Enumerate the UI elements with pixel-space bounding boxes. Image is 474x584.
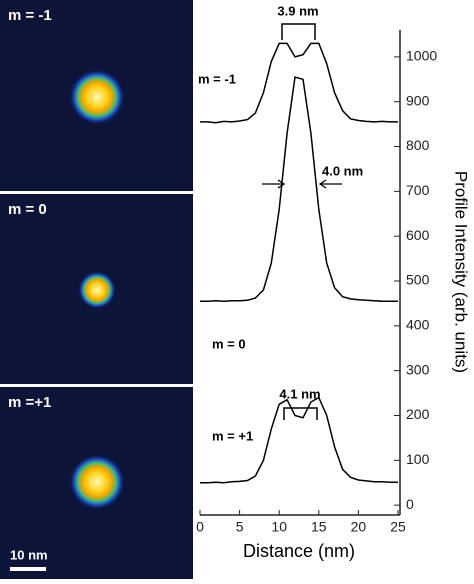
y-tick-label: 200	[406, 406, 430, 422]
annotation: 3.9 nm	[277, 3, 318, 18]
y-tick-label: 100	[406, 451, 430, 467]
x-tick-label: 25	[390, 519, 406, 535]
y-tick-label: 600	[406, 227, 430, 243]
y-tick-label: 1000	[406, 48, 437, 64]
x-tick-label: 10	[271, 519, 287, 535]
bracket	[281, 23, 316, 40]
x-tick-label: 15	[311, 519, 327, 535]
y-tick-label: 900	[406, 92, 430, 108]
x-axis-title: Distance (nm)	[243, 541, 355, 561]
y-tick-label: 0	[406, 496, 414, 512]
series-label: m = -1	[198, 71, 236, 86]
series-label: m = 0	[212, 336, 246, 351]
y-tick-label: 400	[406, 317, 430, 333]
x-tick-label: 20	[351, 519, 367, 535]
spot	[69, 69, 125, 125]
annotation: 4.1 nm	[279, 386, 320, 401]
panel-label: m = -1	[8, 7, 52, 24]
y-tick-label: 300	[406, 361, 430, 377]
line	[200, 76, 398, 302]
x-tick-label: 0	[196, 519, 204, 535]
y-tick-label: 800	[406, 137, 430, 153]
scale-bar-label: 10 nm	[10, 547, 48, 562]
spot	[78, 271, 116, 309]
y-tick-label: 500	[406, 272, 430, 288]
chart: 0 100 200 300 400 500 600 700 800 900 1000 0 5 10 15 20…	[196, 3, 470, 560]
x-tick-label: 5	[236, 519, 244, 535]
bracket	[283, 407, 318, 420]
spot	[69, 454, 125, 510]
scale-bar	[10, 567, 46, 571]
y-axis-title: Profile Intensity (arb. units)	[452, 171, 471, 373]
panel-label: m = 0	[8, 201, 47, 218]
panel-label: m =+1	[8, 394, 51, 411]
series-label: m = +1	[212, 428, 253, 443]
arrow	[262, 179, 286, 189]
arrow	[318, 179, 342, 189]
line	[200, 396, 398, 484]
y-tick-label: 700	[406, 182, 430, 198]
line	[200, 42, 398, 124]
annotation: 4.0 nm	[322, 163, 363, 178]
